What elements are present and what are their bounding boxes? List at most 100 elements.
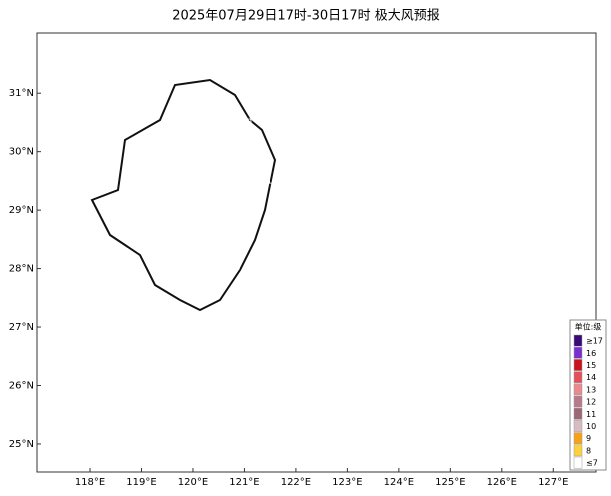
wind-value: 10 [292,118,304,128]
wind-value: 9 [449,381,455,391]
wind-value: 8 [552,293,558,303]
wind-value: 9 [244,439,250,449]
legend-label: 10 [586,422,596,431]
wind-value: 10 [395,264,407,274]
wind-value: 8 [527,293,533,303]
grid-dot [443,208,446,212]
wind-value: 10 [292,89,304,99]
grid-dot [417,179,420,183]
wind-value: 10 [369,235,381,245]
lat-label: 27°N [9,322,34,333]
grid-dot [391,267,395,270]
fishing-area: 闽外渔场 [455,349,495,362]
grid-dot [237,121,240,124]
grid-dot [262,121,266,124]
grid-dot [571,121,575,124]
wind-value: 9 [244,264,250,274]
wind-value: 8 [552,323,558,333]
wind-value: 8 [501,410,507,420]
grid-dot [417,121,420,124]
wind-value: 9 [244,381,250,391]
wind-value: 10 [472,147,484,157]
grid-dot [443,179,446,183]
wind-value: 10 [472,118,484,128]
lat-label: 28°N [9,264,34,275]
wind-value: 8 [192,381,198,391]
wind-value: 10 [292,206,304,216]
fishing-area: 温台渔场 [337,273,377,286]
wind-value: 9 [552,176,558,186]
grid-dot [391,208,395,212]
grid-dot [314,267,317,270]
wind-value: 9 [501,176,507,186]
wind-value: 9 [527,147,533,157]
grid-dot [443,267,446,270]
wind-value: 8 [449,439,455,449]
grid-dot [211,442,214,446]
grid-dot [443,150,446,153]
grid-dot [288,325,292,329]
wind-value: 9 [347,323,353,333]
grid-dot [468,179,472,183]
grid-dot [365,384,369,387]
grid-dot [417,384,420,387]
grid-dot [546,150,549,153]
grid-dot [546,92,549,95]
wind-value: 11 [318,176,329,186]
grid-dot [288,296,292,300]
lon-label: 125°E [435,477,465,488]
grid-dot [391,355,395,358]
lat-label: 31°N [9,88,34,99]
grid-dot [211,413,214,416]
grid-dot [494,355,498,358]
wind-value: 10 [318,235,330,245]
grid-dot [443,92,446,95]
wind-value: 9 [501,147,507,157]
grid-dot [391,62,395,66]
grid-dot [340,413,343,416]
fishing-area: 舟外渔场 [501,126,541,139]
wind-value: 10 [344,89,356,99]
legend-swatch [573,346,583,359]
wind-value: 9 [475,293,481,303]
grid-dot [211,384,214,387]
wind-value: 9 [578,89,584,99]
legend-label: ≥17 [586,337,603,346]
fishing-area: 长江口渔场 [350,55,400,68]
grid-dot [443,62,446,66]
wind-value: 9 [295,59,301,69]
grid-dot [340,150,343,153]
grid-dot [571,179,575,183]
wind-value: 9 [501,118,507,128]
wind-value: 9 [527,89,533,99]
grid-dot [314,179,317,183]
legend-label: ≤7 [586,459,598,468]
grid-dot [365,208,369,212]
grid-dot [237,384,240,387]
wind-value: 8 [449,410,455,420]
wind-value: 9 [424,352,430,362]
grid-dot [314,413,317,416]
grid-dot [288,355,292,358]
wind-value: 11 [344,176,355,186]
grid-dot [237,355,240,358]
wind-value: 9 [527,323,533,333]
grid-dot [494,296,498,300]
wind-value: 10 [447,235,459,245]
wind-value: 9 [218,439,224,449]
wind-value: 9 [501,235,507,245]
legend-swatch [573,407,583,420]
grid-dot [340,384,343,387]
province-border [90,78,277,312]
wind-value: 9 [347,381,353,391]
grid-dot [237,413,240,416]
wind-value: 9 [244,352,250,362]
grid-dot [417,413,420,416]
wind-value: 9 [475,381,481,391]
wind-value: 8 [218,323,224,333]
wind-value: 10 [395,293,407,303]
wind-value: 8 [424,410,430,420]
wind-value: 9 [269,352,275,362]
fishing-area: 温外渔场 [482,276,522,289]
wind-value: 8 [398,439,404,449]
